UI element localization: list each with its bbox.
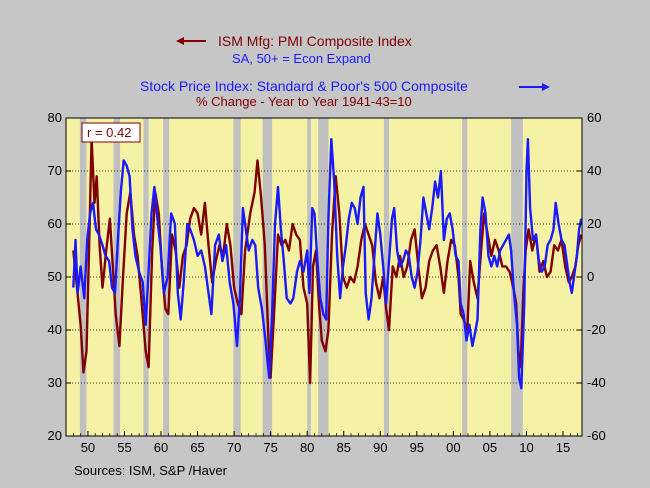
pmi-legend-sub: SA, 50+ = Econ Expand xyxy=(232,51,371,66)
recession-band xyxy=(163,118,170,436)
x-tick-label: 50 xyxy=(81,440,95,455)
x-tick-label: 15 xyxy=(556,440,570,455)
y-right-tick-label: 0 xyxy=(587,269,594,284)
x-tick-label: 05 xyxy=(483,440,497,455)
pmi-series xyxy=(72,138,583,385)
gridlines xyxy=(66,170,582,384)
correlation-text: r = 0.42 xyxy=(87,125,131,140)
sp500-line xyxy=(72,138,583,390)
y-left-tick-label: 60 xyxy=(48,216,62,231)
sp500-legend-arrow xyxy=(519,83,550,91)
y-right-tick-label: -20 xyxy=(587,322,606,337)
x-tick-label: 85 xyxy=(336,440,350,455)
y-axis-right: -60 -40 -20 0 20 40 60 xyxy=(577,110,606,443)
y-left-tick-label: 70 xyxy=(48,163,62,178)
y-left-tick-label: 80 xyxy=(48,110,62,125)
y-left-tick-label: 30 xyxy=(48,375,62,390)
x-tick-label: 10 xyxy=(519,440,533,455)
source-note: Sources: ISM, S&P /Haver xyxy=(74,463,228,478)
correlation-annotation: r = 0.42 xyxy=(81,122,141,143)
y-left-tick-label: 20 xyxy=(48,428,62,443)
x-tick-label: 65 xyxy=(190,440,204,455)
x-tick-label: 70 xyxy=(227,440,241,455)
x-tick-label: 75 xyxy=(263,440,277,455)
sp500-legend-label: Stock Price Index: Standard & Poor's 500… xyxy=(140,78,468,94)
recession-band xyxy=(143,118,149,436)
y-left-tick-label: 50 xyxy=(48,269,62,284)
x-tick-label: 80 xyxy=(300,440,314,455)
recession-band xyxy=(79,118,87,436)
y-right-tick-label: 40 xyxy=(587,163,601,178)
pmi-line xyxy=(72,138,583,385)
pmi-legend-label: ISM Mfg: PMI Composite Index xyxy=(218,33,412,49)
recession-band xyxy=(383,118,390,436)
x-tick-label: 00 xyxy=(446,440,460,455)
pmi-legend-arrow xyxy=(176,37,206,45)
x-tick-label: 55 xyxy=(117,440,131,455)
recession-band xyxy=(462,118,468,436)
y-right-tick-label: -40 xyxy=(587,375,606,390)
sp500-series xyxy=(72,138,583,390)
y-axis-left: 20 30 40 50 60 70 80 xyxy=(48,110,71,443)
x-tick-label: 95 xyxy=(410,440,424,455)
y-right-tick-label: 60 xyxy=(587,110,601,125)
y-left-tick-label: 40 xyxy=(48,322,62,337)
x-tick-label: 60 xyxy=(154,440,168,455)
recession-band xyxy=(318,118,329,436)
y-right-tick-label: 20 xyxy=(587,216,601,231)
y-right-tick-label: -60 xyxy=(587,428,606,443)
x-tick-label: 90 xyxy=(373,440,387,455)
sp500-legend-sub: % Change - Year to Year 1941-43=10 xyxy=(196,94,412,109)
x-axis: 50 55 60 65 70 75 80 85 90 95 00 05 10 15 xyxy=(65,431,578,455)
